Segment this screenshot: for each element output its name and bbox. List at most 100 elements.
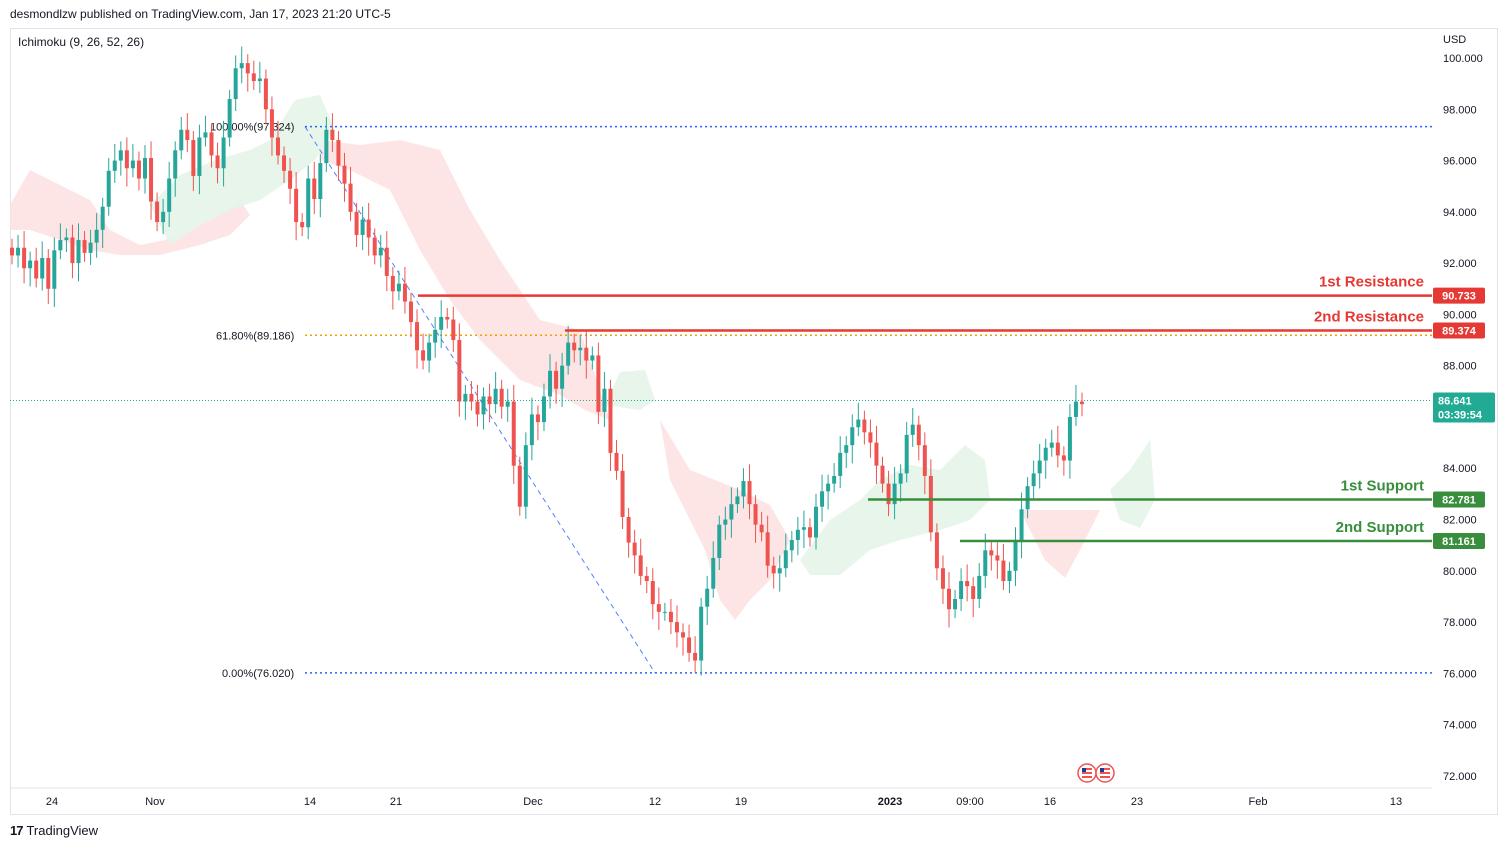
x-tick-label: 13 [1390, 796, 1402, 808]
candle-body [300, 222, 305, 228]
candle-body [336, 140, 341, 166]
candle-body [977, 575, 982, 600]
candle-body [481, 396, 486, 415]
candle-body [662, 611, 667, 613]
candle-body [699, 606, 704, 661]
candle-body [717, 524, 722, 558]
candle-body [1049, 442, 1054, 448]
candle-body [511, 401, 516, 466]
candle-body [626, 516, 631, 543]
candle-body [596, 355, 601, 412]
candle-body [584, 347, 589, 361]
candle-body [789, 540, 794, 551]
candle-body [221, 137, 226, 169]
y-tick-label: 82.000 [1443, 515, 1477, 527]
candle-body [179, 129, 184, 151]
tradingview-logo-icon: 17 [10, 823, 24, 838]
candle-body [856, 419, 861, 428]
candle-body [989, 550, 994, 556]
candle-body [898, 473, 903, 484]
candle-body [934, 532, 939, 569]
candle-body [681, 632, 686, 638]
candle-body [227, 99, 232, 138]
level-price-tag-text: 90.733 [1442, 291, 1476, 303]
candle-body [535, 414, 540, 423]
candle-body [777, 568, 782, 574]
candle-body [499, 388, 504, 407]
candle-body [656, 604, 661, 612]
candle-body [910, 424, 915, 435]
flag-canton [1100, 768, 1104, 772]
candle-body [493, 388, 498, 405]
currency-label: USD [1443, 34, 1467, 46]
candle-body [560, 365, 565, 389]
x-tick-label: 09:00 [956, 796, 984, 808]
y-tick-label: 88.000 [1443, 361, 1477, 373]
candle-body [874, 442, 879, 466]
candle-body [82, 240, 87, 253]
candle-body [687, 637, 692, 653]
flag-stripe [1100, 776, 1110, 778]
chart-frame [10, 28, 1498, 815]
candle-body [1013, 540, 1018, 571]
last-price-value: 86.641 [1438, 396, 1472, 408]
candle-body [28, 260, 33, 269]
candle-body [801, 527, 806, 530]
candle-body [390, 275, 395, 292]
candle-body [149, 157, 154, 202]
candle-body [22, 247, 27, 269]
candle-body [1080, 401, 1084, 405]
candle-body [820, 491, 825, 507]
brand-name: TradingView [26, 823, 99, 838]
candle-body [602, 388, 607, 412]
candle-body [541, 396, 546, 423]
publisher-header: desmondlzw published on TradingView.com,… [10, 7, 391, 21]
candle-body [783, 550, 788, 569]
candle-body [70, 237, 75, 264]
y-tick-label: 74.000 [1443, 720, 1477, 732]
candle-body [771, 565, 776, 574]
flag-stripe [1082, 772, 1092, 774]
x-tick-label: 2023 [878, 796, 902, 808]
candle-body [868, 432, 873, 443]
candle-body [348, 183, 353, 212]
candle-body [306, 178, 311, 228]
candle-body [892, 483, 897, 505]
candle-body [215, 155, 220, 169]
candle-body [469, 393, 474, 402]
candle-body [844, 445, 849, 453]
candle-body [130, 160, 135, 169]
candle-body [100, 206, 105, 230]
candle-body [445, 316, 450, 320]
candle-body [142, 157, 147, 179]
candle-body [88, 242, 93, 253]
level-label: 2nd Resistance [1314, 308, 1424, 325]
candle-body [578, 347, 583, 351]
candle-body [916, 424, 921, 446]
candle-body [173, 150, 178, 179]
candle-body [838, 452, 843, 476]
candle-body [711, 557, 716, 589]
candle-body [765, 532, 770, 566]
y-tick-label: 72.000 [1443, 771, 1477, 783]
candle-body [451, 319, 456, 341]
x-tick-label: 23 [1131, 796, 1143, 808]
candle-body [523, 445, 528, 507]
candle-body [632, 542, 637, 556]
candle-body [529, 414, 534, 446]
x-tick-label: 24 [46, 796, 58, 808]
candle-body [1031, 473, 1036, 487]
candle-body [457, 340, 462, 402]
level-price-tag [1433, 533, 1485, 550]
candle-body [433, 329, 438, 343]
candle-body [112, 160, 117, 171]
candle-body [1025, 486, 1030, 510]
fib-trend-line [304, 126, 656, 674]
flag-stripe [1082, 768, 1092, 770]
tradingview-brand[interactable]: 17 TradingView [10, 823, 98, 838]
candle-body [209, 132, 214, 156]
candle-body [378, 247, 383, 256]
indicator-label[interactable]: Ichimoku (9, 26, 52, 26) [18, 35, 145, 49]
fib-level-label: 0.00%(76.020) [222, 668, 294, 680]
